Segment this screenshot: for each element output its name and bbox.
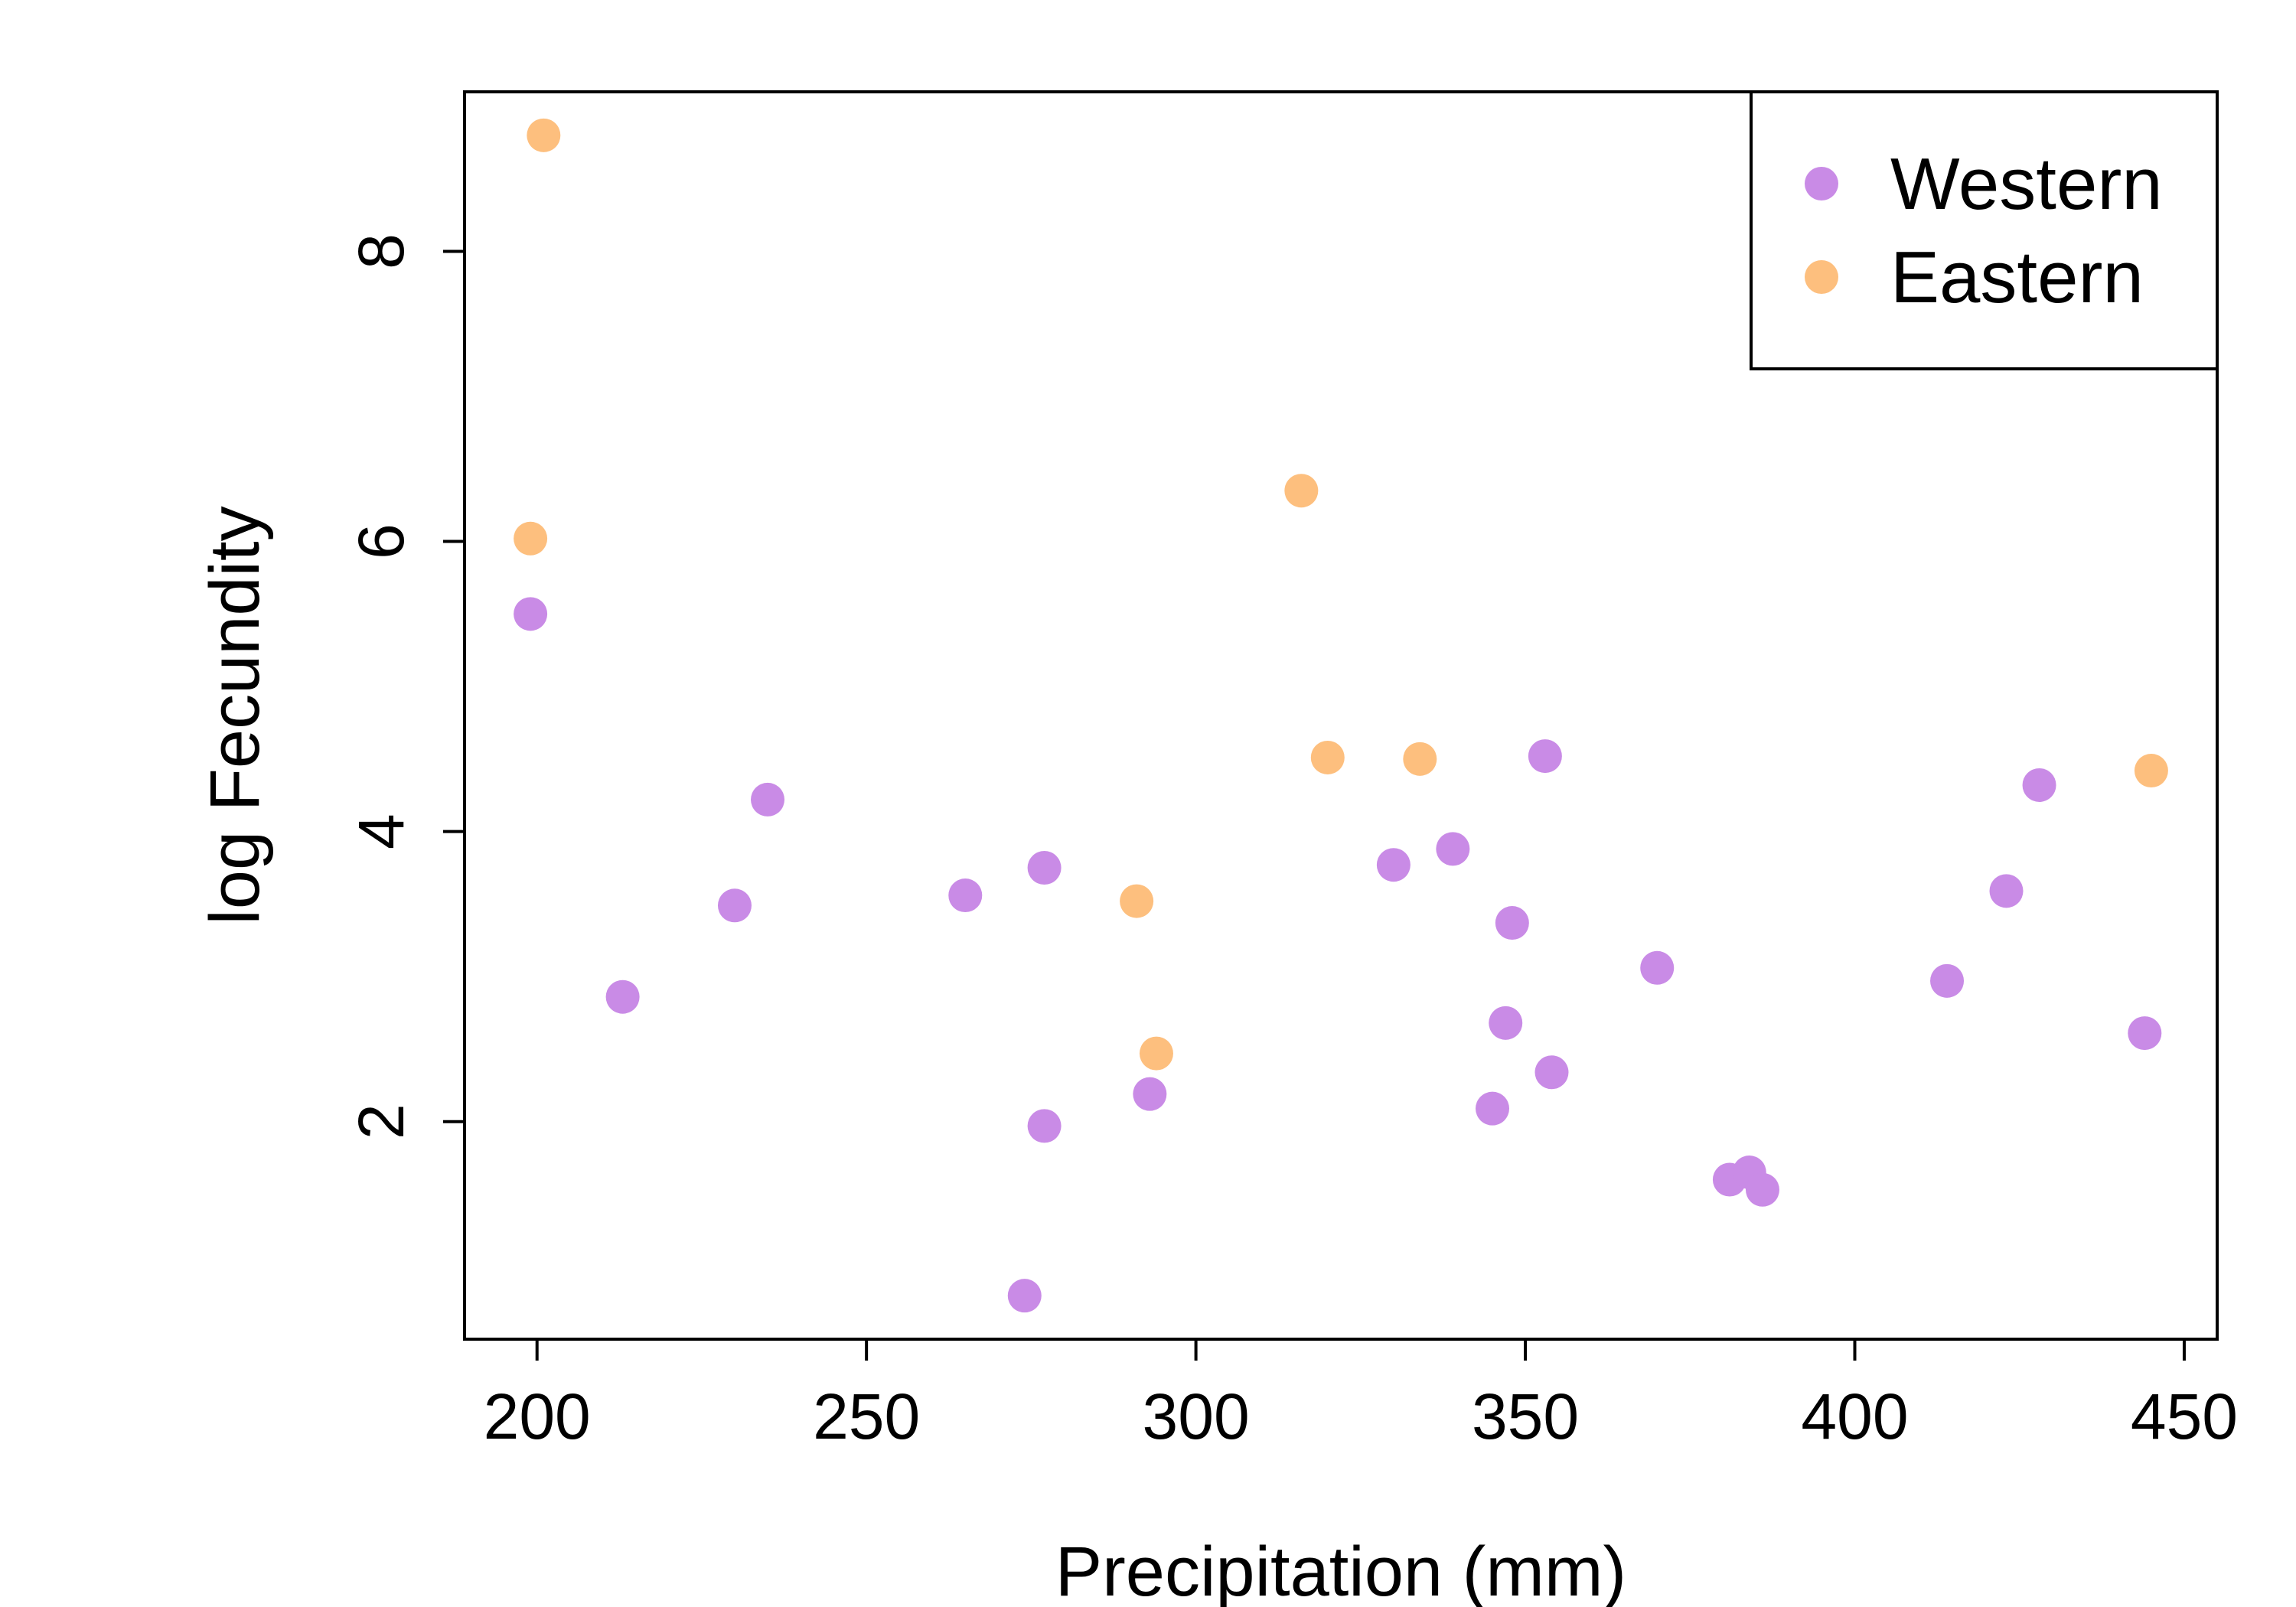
data-point-western: [717, 888, 752, 923]
data-point-western: [1640, 950, 1675, 985]
data-point-western: [1436, 832, 1470, 866]
x-tick-label: 250: [813, 1380, 920, 1452]
data-point-eastern: [1284, 474, 1319, 508]
data-point-western: [751, 782, 785, 817]
data-points: [514, 118, 2168, 1313]
data-point-western: [1027, 851, 1062, 885]
y-tick-label: 6: [345, 523, 417, 559]
data-point-western: [2128, 1016, 2162, 1051]
data-point-eastern: [514, 521, 548, 556]
legend-label-eastern: Eastern: [1890, 236, 2144, 318]
data-point-western: [1534, 1055, 1569, 1090]
data-point-western: [1376, 848, 1411, 882]
data-point-western: [1745, 1172, 1779, 1207]
data-point-western: [1528, 739, 1562, 774]
x-tick-label: 400: [1801, 1380, 1908, 1452]
data-point-eastern: [527, 118, 561, 152]
x-tick-label: 450: [2131, 1380, 2238, 1452]
y-axis-title: log Fecundity: [196, 506, 274, 924]
legend-marker-western: [1805, 167, 1838, 200]
legend: Western Eastern: [1750, 90, 2219, 370]
data-point-western: [1930, 963, 1965, 998]
x-axis: 200 250 300 350 400 450: [484, 1338, 2238, 1452]
y-tick-label: 2: [345, 1103, 417, 1139]
legend-label-western: Western: [1890, 143, 2163, 225]
data-point-western: [1989, 874, 2024, 908]
data-point-western: [1133, 1077, 1167, 1111]
data-point-eastern: [1120, 884, 1154, 918]
y-tick-label: 4: [345, 813, 417, 849]
legend-marker-eastern: [1805, 260, 1838, 294]
data-point-eastern: [1310, 740, 1345, 774]
x-tick-label: 300: [1143, 1380, 1250, 1452]
data-point-eastern: [2134, 754, 2168, 788]
data-point-western: [1007, 1279, 1042, 1313]
data-point-western: [2022, 768, 2056, 802]
x-tick-label: 350: [1472, 1380, 1579, 1452]
data-point-western: [1476, 1091, 1510, 1126]
data-point-eastern: [1139, 1036, 1173, 1071]
data-point-western: [605, 980, 640, 1014]
legend-box: [1750, 90, 2219, 370]
y-tick-label: 8: [345, 233, 417, 269]
data-point-eastern: [1403, 742, 1437, 776]
x-tick-label: 200: [484, 1380, 591, 1452]
data-point-western: [1495, 906, 1529, 940]
data-point-western: [514, 597, 548, 631]
y-axis: 2 4 6 8: [345, 233, 466, 1139]
data-point-western: [1489, 1006, 1523, 1040]
x-axis-title: Precipitation (mm): [1055, 1533, 1626, 1607]
data-point-western: [1027, 1109, 1062, 1143]
data-point-western: [948, 878, 983, 913]
